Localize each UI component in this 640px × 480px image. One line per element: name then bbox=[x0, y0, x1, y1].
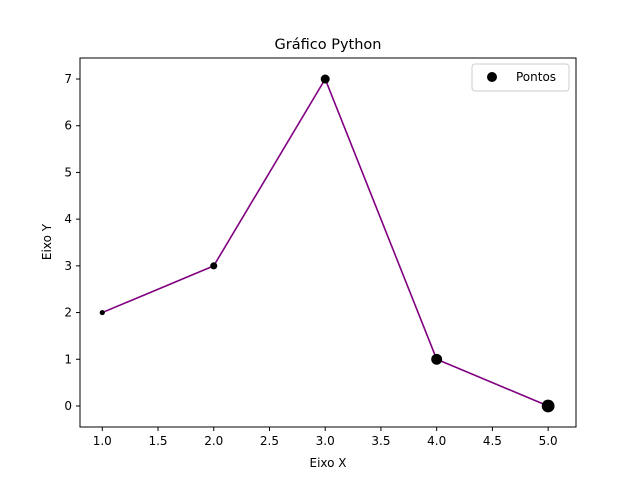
y-tick-label: 4 bbox=[64, 212, 72, 226]
y-tick-label: 6 bbox=[64, 119, 72, 133]
legend-marker bbox=[487, 72, 497, 82]
x-tick-label: 2.5 bbox=[260, 434, 279, 448]
data-point bbox=[431, 353, 443, 365]
y-axis-ticks: 0 1 2 3 4 5 6 7 bbox=[64, 72, 80, 413]
data-point bbox=[99, 309, 105, 316]
legend: Pontos bbox=[471, 63, 570, 92]
y-tick-label: 0 bbox=[64, 399, 72, 413]
y-tick-label: 5 bbox=[64, 165, 72, 179]
data-point bbox=[210, 262, 218, 270]
x-tick-label: 4.0 bbox=[427, 434, 446, 448]
axes-frame bbox=[79, 57, 577, 428]
legend-entry-pontos: Pontos bbox=[516, 70, 556, 84]
x-axis-label: Eixo X bbox=[309, 456, 346, 470]
y-tick-label: 2 bbox=[64, 306, 72, 320]
plot-area bbox=[79, 57, 577, 428]
x-tick-label: 4.5 bbox=[483, 434, 502, 448]
x-tick-label: 1.5 bbox=[148, 434, 167, 448]
series-points bbox=[99, 74, 555, 413]
x-tick-label: 3.5 bbox=[371, 434, 390, 448]
y-tick-label: 1 bbox=[64, 352, 72, 366]
y-tick-label: 7 bbox=[64, 72, 72, 86]
x-axis-ticks: 1.0 1.5 2.0 2.5 3.0 3.5 4.0 4.5 5.0 bbox=[93, 427, 558, 448]
y-tick-label: 3 bbox=[64, 259, 72, 273]
x-tick-label: 5.0 bbox=[539, 434, 558, 448]
legend-box bbox=[471, 63, 570, 92]
x-tick-label: 2.0 bbox=[204, 434, 223, 448]
y-axis-label: Eixo Y bbox=[40, 223, 54, 260]
x-tick-label: 1.0 bbox=[93, 434, 112, 448]
chart-title: Gráfico Python bbox=[275, 37, 382, 53]
data-point bbox=[320, 74, 330, 84]
x-tick-label: 3.0 bbox=[316, 434, 335, 448]
data-point bbox=[541, 399, 555, 413]
